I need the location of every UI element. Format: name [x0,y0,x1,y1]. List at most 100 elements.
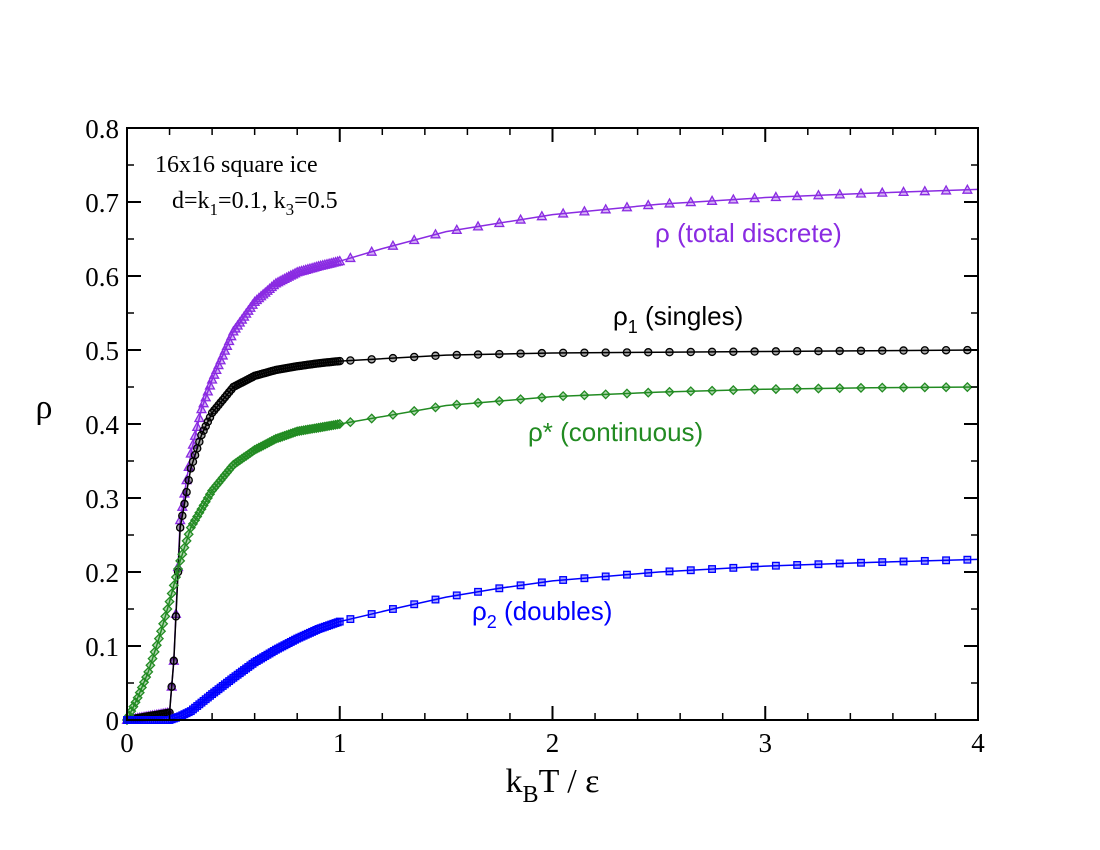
series-label-doubles: ρ2 (doubles) [472,596,612,632]
x-tick-label: 3 [759,728,773,758]
continuous-point [249,444,260,456]
x-tick-label: 1 [333,728,347,758]
singles-point [686,347,696,357]
total-point [685,196,697,207]
total-point [557,207,569,218]
singles-point [516,349,525,358]
singles-point [473,350,483,359]
y-tick-label: 0 [106,706,120,736]
total-point [961,183,973,194]
doubles-point [793,561,802,569]
singles-point [180,499,189,509]
continuous-point [204,489,216,500]
continuous-point [185,522,196,533]
singles-point [941,345,951,355]
doubles-point [333,618,342,627]
doubles-point [857,558,865,567]
continuous-point [855,382,867,394]
continuous-point [155,626,167,637]
singles-point [203,417,213,427]
total-point [191,421,203,432]
singles-point [835,346,844,356]
total-point [578,205,590,216]
singles-point [452,350,462,360]
continuous-point [187,518,199,530]
singles-point [171,612,181,621]
singles-point [899,346,908,355]
series-label-singles: ρ1 (singles) [613,301,743,337]
doubles-point [644,568,653,577]
doubles-point [623,570,631,579]
continuous-point [387,409,399,420]
continuous-point [962,381,973,393]
total-point [408,234,420,245]
singles-point [771,347,781,356]
singles-point [205,413,215,422]
series-label-total: ρ (total discrete) [655,218,842,248]
y-tick-label: 0.8 [85,114,119,144]
doubles-point [942,556,951,565]
doubles-point [452,591,461,600]
singles-point [201,421,210,431]
singles-point [346,356,355,365]
continuous-point [162,603,173,615]
singles-point [856,346,866,356]
series-label-continuous: ρ* (continuous) [528,417,703,447]
total-point [204,379,216,390]
doubles-point [686,566,695,575]
continuous-point [194,507,205,518]
doubles-point [516,581,525,590]
doubles-point [750,562,759,571]
continuous-point [153,633,165,644]
singles-point [814,346,823,356]
total-point [515,213,527,224]
total-point [187,438,199,449]
doubles-point [367,610,376,618]
continuous-point [251,443,262,454]
continuous-point [600,389,611,400]
total-point [472,220,484,231]
continuous-point [258,440,269,451]
doubles-point [729,563,738,572]
continuous-point [494,395,505,407]
x-tick-label: 2 [546,728,560,758]
y-tick-label: 0.2 [85,558,119,588]
doubles-point [331,619,340,628]
continuous-point [189,515,201,526]
singles-point [622,348,632,357]
total-point [334,255,346,266]
continuous-point [621,388,633,399]
doubles-point [537,578,546,587]
total-point [451,223,463,234]
continuous-point [260,439,271,450]
y-tick-label: 0.3 [85,484,119,514]
singles-point [601,348,610,357]
series-line-continuous [126,386,979,721]
continuous-point [158,618,169,629]
continuous-point [515,394,526,405]
doubles-point [431,595,440,604]
singles-point [335,356,344,366]
doubles-point [878,558,887,567]
total-point [217,349,229,360]
continuous-point [253,442,265,453]
continuous-point [334,418,345,430]
continuous-point [192,511,203,522]
doubles-point [580,574,589,583]
total-point [223,335,235,346]
singles-point [643,348,653,357]
doubles-point [388,605,397,613]
continuous-point [255,441,267,452]
continuous-point [332,419,343,430]
continuous-point [202,492,213,504]
singles-point [707,347,717,357]
singles-point [878,346,887,355]
continuous-point [834,383,845,394]
total-point [193,412,205,423]
y-axis-label: ρ [36,389,53,426]
continuous-point [266,435,277,447]
doubles-point [920,556,929,565]
continuous-point [366,413,377,424]
total-point [536,210,548,221]
continuous-point [345,417,356,428]
